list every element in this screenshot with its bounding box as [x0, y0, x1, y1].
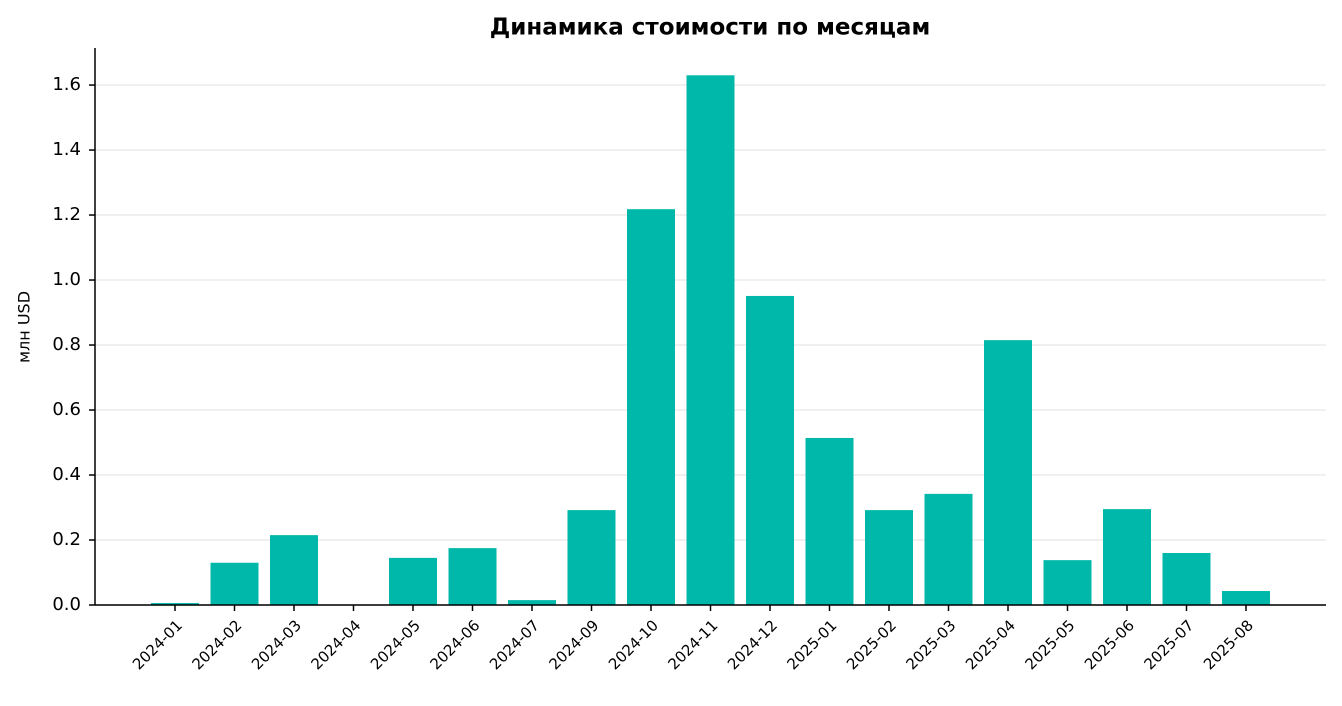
bar — [1162, 553, 1211, 605]
x-tick-label: 2024-12 — [724, 616, 781, 673]
x-tick-label: 2025-02 — [843, 616, 900, 673]
x-tick-label: 2024-01 — [129, 616, 186, 673]
x-tick-label: 2025-05 — [1021, 616, 1078, 673]
y-tick-label: 0.8 — [52, 334, 81, 355]
y-tick-label: 1.6 — [52, 74, 81, 95]
bar — [508, 600, 556, 605]
bar — [1043, 560, 1092, 605]
x-tick-label: 2025-03 — [902, 616, 959, 673]
x-tick-label: 2025-04 — [962, 616, 1019, 673]
x-tick-label: 2024-10 — [605, 616, 662, 673]
bar — [746, 295, 794, 605]
x-tick-label: 2024-06 — [426, 616, 483, 673]
x-tick-label: 2024-11 — [664, 616, 721, 673]
x-tick-label: 2025-01 — [783, 616, 840, 673]
x-tick-label: 2024-03 — [248, 616, 305, 673]
x-tick-label: 2025-07 — [1140, 616, 1197, 673]
bar — [865, 510, 913, 605]
y-tick-label: 0.0 — [52, 594, 81, 615]
x-tick-label: 2025-06 — [1081, 616, 1138, 673]
x-tick-label: 2025-08 — [1200, 616, 1257, 673]
bar — [1103, 509, 1151, 605]
x-tick-label: 2024-07 — [486, 616, 543, 673]
y-tick-label: 1.4 — [52, 139, 81, 160]
bar — [270, 535, 318, 605]
x-tick-label: 2024-02 — [188, 616, 245, 673]
x-tick-label: 2024-05 — [367, 616, 424, 673]
y-tick-label: 0.2 — [52, 529, 81, 550]
chart-title: Динамика стоимости по месяцам — [490, 15, 931, 41]
bar — [567, 510, 616, 605]
bar — [448, 548, 497, 605]
bar — [924, 493, 973, 605]
bar — [627, 209, 675, 605]
x-tick-label: 2024-09 — [545, 616, 602, 673]
bar — [1222, 591, 1270, 605]
bar — [210, 562, 259, 605]
y-tick-label: 0.6 — [52, 399, 81, 420]
bar — [805, 437, 854, 605]
y-axis-label: млн USD — [15, 291, 34, 363]
bar — [686, 75, 735, 605]
bar — [151, 603, 199, 605]
x-tick-label: 2024-04 — [307, 616, 364, 673]
y-tick-label: 1.0 — [52, 269, 81, 290]
bar — [984, 340, 1032, 605]
y-tick-label: 1.2 — [52, 204, 81, 225]
y-tick-label: 0.4 — [52, 464, 81, 485]
bar — [389, 557, 437, 605]
